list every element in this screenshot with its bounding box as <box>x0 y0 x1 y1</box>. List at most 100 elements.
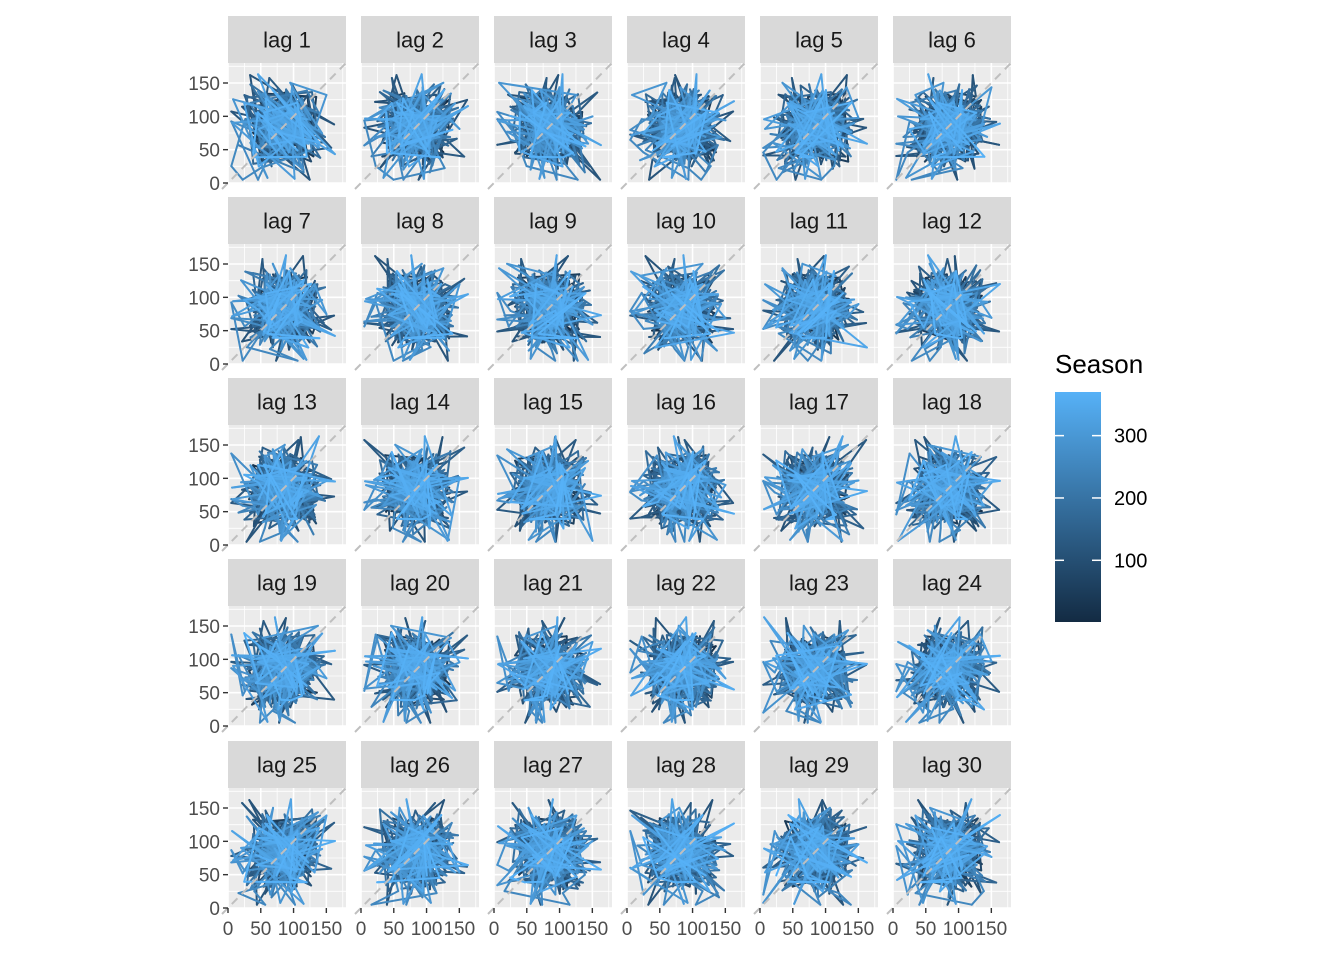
path-segment <box>249 101 276 161</box>
path-segment <box>402 151 425 181</box>
lag-path <box>363 73 469 181</box>
facet-strip <box>494 16 612 63</box>
facet-lag-3: lag 3 <box>487 16 613 190</box>
lag-path <box>230 73 336 181</box>
facet-lag-9: lag 9 <box>487 197 613 371</box>
path-segment <box>396 101 432 158</box>
path-segment <box>263 101 299 114</box>
reference-line-y-equals-x <box>354 62 480 190</box>
path-segment <box>507 119 528 168</box>
y-tick-label: 100 <box>188 107 220 128</box>
facet-strip-label: lag 8 <box>396 209 444 234</box>
path-segment <box>291 86 324 135</box>
path-segment <box>577 93 585 135</box>
facet-strip-label: lag 12 <box>922 209 982 234</box>
path-segment <box>399 111 415 148</box>
facet-strip <box>627 16 745 63</box>
path-segment <box>305 89 320 114</box>
path-segment <box>231 121 296 180</box>
path-segment <box>529 101 548 158</box>
path-segment <box>525 165 579 181</box>
path-segment <box>962 325 966 355</box>
facet-lag-8: lag 8 <box>354 197 480 371</box>
facet-lag-5: lag 5 <box>753 16 879 190</box>
path-segment <box>530 89 579 144</box>
path-segment <box>537 141 546 179</box>
path-segment <box>256 111 299 152</box>
path-segment <box>376 102 393 121</box>
path-segment <box>579 115 594 122</box>
facet-lag-7: lag 7 0 50 100 150 <box>188 197 347 376</box>
facet-strip-label: lag 11 <box>790 209 848 234</box>
y-tick-label: 150 <box>188 74 220 95</box>
path-segment <box>269 139 295 146</box>
path-segment <box>529 155 565 159</box>
path-segment <box>527 138 558 147</box>
path-segment <box>241 167 262 181</box>
facet-strip-label: lag 13 <box>257 390 317 415</box>
y-tick-label: 100 <box>188 288 220 309</box>
path-segment <box>266 128 321 144</box>
facet-lag-12: lag 12 <box>886 197 1012 371</box>
path-segment <box>426 104 436 148</box>
reference-line-y-equals-x <box>487 62 613 190</box>
path-segment <box>520 133 554 153</box>
path-segment <box>257 128 278 153</box>
path-segment <box>422 81 445 96</box>
path-segment <box>263 111 282 148</box>
y-tick-label: 50 <box>199 322 220 343</box>
path-segment <box>385 151 441 159</box>
facet-strip-label: lag 9 <box>529 209 577 234</box>
path-segment <box>404 89 446 144</box>
path-segment <box>408 150 431 168</box>
path-segment <box>567 167 579 181</box>
y-tick-label: 150 <box>188 255 220 276</box>
path-segment <box>363 119 377 168</box>
facet-lag-2: lag 2 <box>354 16 480 190</box>
facet-strip <box>361 16 479 63</box>
path-segment <box>532 101 548 114</box>
lag-path <box>629 73 735 181</box>
path-segment <box>257 150 277 168</box>
path-segment <box>252 111 259 154</box>
path-segment <box>230 119 246 168</box>
facet-lag-6: lag 6 <box>886 16 1012 190</box>
facet-lag-10: lag 10 <box>620 197 746 371</box>
path-segment <box>302 93 309 103</box>
path-segment <box>531 112 554 136</box>
path-segment <box>518 111 521 152</box>
facet-strip-label: lag 3 <box>529 28 577 53</box>
path-segment <box>264 97 313 139</box>
path-segment <box>230 120 259 181</box>
facet-strip <box>228 16 346 63</box>
path-segment <box>257 73 290 154</box>
path-segment <box>259 148 313 170</box>
path-segment <box>518 111 574 154</box>
path-segment <box>496 118 512 141</box>
path-segment <box>385 111 392 152</box>
facet-strip-label: lag 5 <box>795 28 843 53</box>
path-segment <box>434 148 446 170</box>
path-segment <box>271 89 321 144</box>
facet-lag-11: lag 11 <box>753 197 879 371</box>
y-tick-label: 0 <box>209 355 220 376</box>
path-segment <box>801 336 827 340</box>
facet-strip-label: lag 7 <box>263 209 311 234</box>
path-segment <box>252 155 308 159</box>
facet-strip-label: lag 1 <box>263 28 311 53</box>
path-segment <box>289 81 328 96</box>
path-segment <box>931 155 986 159</box>
y-tick-label: 0 <box>209 174 220 195</box>
path-segment <box>562 151 574 159</box>
reference-line-y-equals-x <box>221 62 347 190</box>
facet-strip-label: lag 6 <box>928 28 976 53</box>
facet-strip-label: lag 2 <box>396 28 444 53</box>
path-segment <box>399 128 454 148</box>
path-segment <box>520 150 564 168</box>
lag-path <box>496 73 602 181</box>
facet-strip-label: lag 4 <box>662 28 710 53</box>
